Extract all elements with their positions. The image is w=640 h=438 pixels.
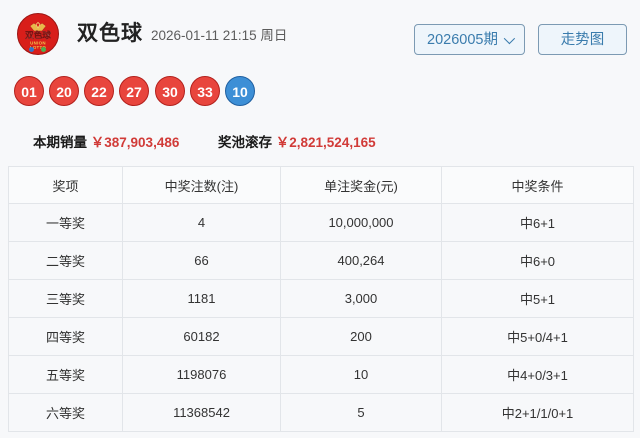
svg-text:双色球: 双色球 [25, 29, 51, 40]
